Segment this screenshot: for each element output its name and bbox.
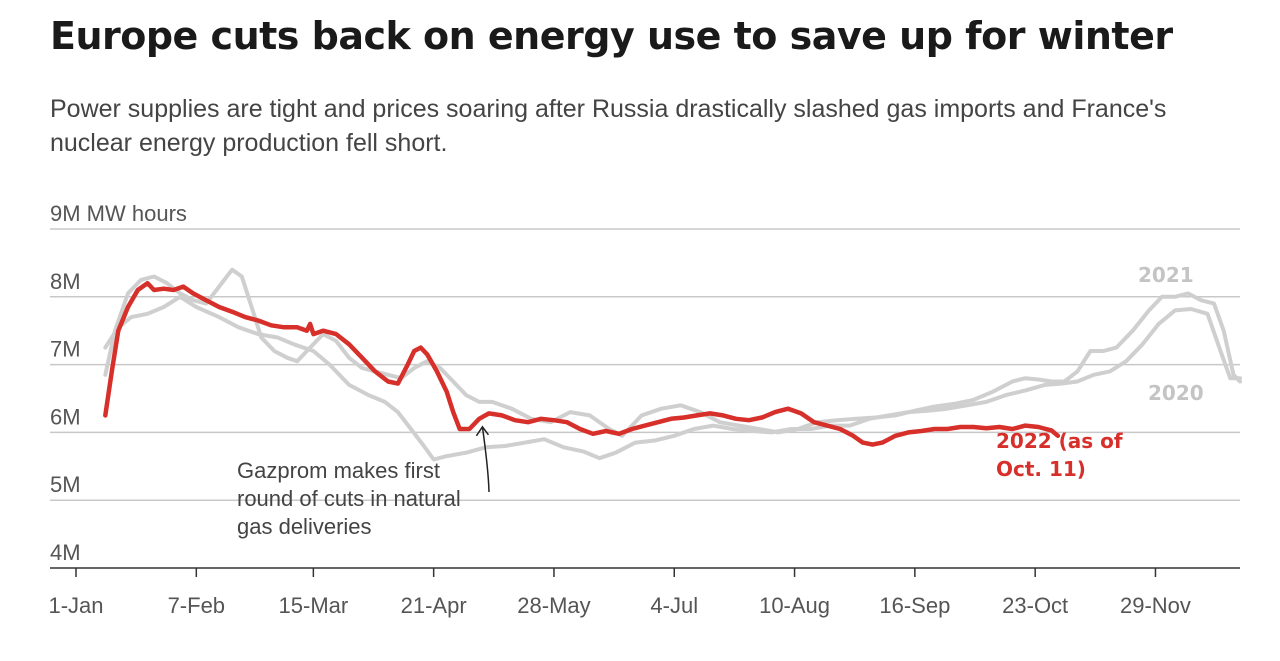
- x-tick-label-10-aug: 10-Aug: [759, 593, 830, 618]
- x-tick-label-15-mar: 15-Mar: [279, 593, 349, 618]
- series-line-2020: [103, 294, 1242, 462]
- annotation: Gazprom makes first round of cuts in natu…: [237, 425, 490, 539]
- y-tick-label-7: 7M: [50, 337, 81, 362]
- x-tick-label-23-oct: 23-Oct: [1002, 593, 1068, 618]
- series-line-2021: [103, 267, 1242, 438]
- x-tick-label-29-nov: 29-Nov: [1120, 593, 1191, 618]
- x-axis: 1-Jan 7-Feb 15-Mar 21-Apr 28-May 4-Jul 10-Aug 1…: [48, 567, 1240, 618]
- y-tick-label-6: 6M: [50, 404, 81, 429]
- y-tick-label-4: 4M: [50, 540, 81, 565]
- y-tick-label-8: 8M: [50, 269, 81, 294]
- y-tick-label-5: 5M: [50, 472, 81, 497]
- y-tick-label-9: 9M MW hours: [50, 201, 187, 226]
- series-label-2020: 2020: [1148, 381, 1204, 405]
- annotation-text: Gazprom makes first round of cuts in natu…: [237, 458, 461, 539]
- y-axis-ticks: 4M 5M 6M 7M 8M 9M MW hours: [50, 201, 187, 565]
- annotation-arrowhead: [475, 425, 490, 437]
- x-tick-label-21-apr: 21-Apr: [401, 593, 467, 618]
- x-tick-label-28-may: 28-May: [517, 593, 590, 618]
- x-tick-label-7-feb: 7-Feb: [168, 593, 225, 618]
- chart-subtitle: Power supplies are tight and prices soar…: [50, 95, 1167, 157]
- series-label-2021: 2021: [1138, 263, 1194, 287]
- series-line-2022: [103, 280, 1061, 447]
- series-label-2022: 2022 (as of Oct. 11): [996, 429, 1123, 481]
- x-tick-label-16-sep: 16-Sep: [879, 593, 950, 618]
- x-tick-label-1-jan: 1-Jan: [48, 593, 103, 618]
- series-lines: [103, 267, 1242, 462]
- gridlines: [50, 228, 1240, 501]
- series-labels: 2020 2021 2022 (as of Oct. 11): [996, 263, 1204, 481]
- x-tick-label-4-jul: 4-Jul: [650, 593, 698, 618]
- annotation-arrow: [481, 426, 490, 493]
- chart-title: Europe cuts back on energy use to save u…: [50, 14, 1173, 58]
